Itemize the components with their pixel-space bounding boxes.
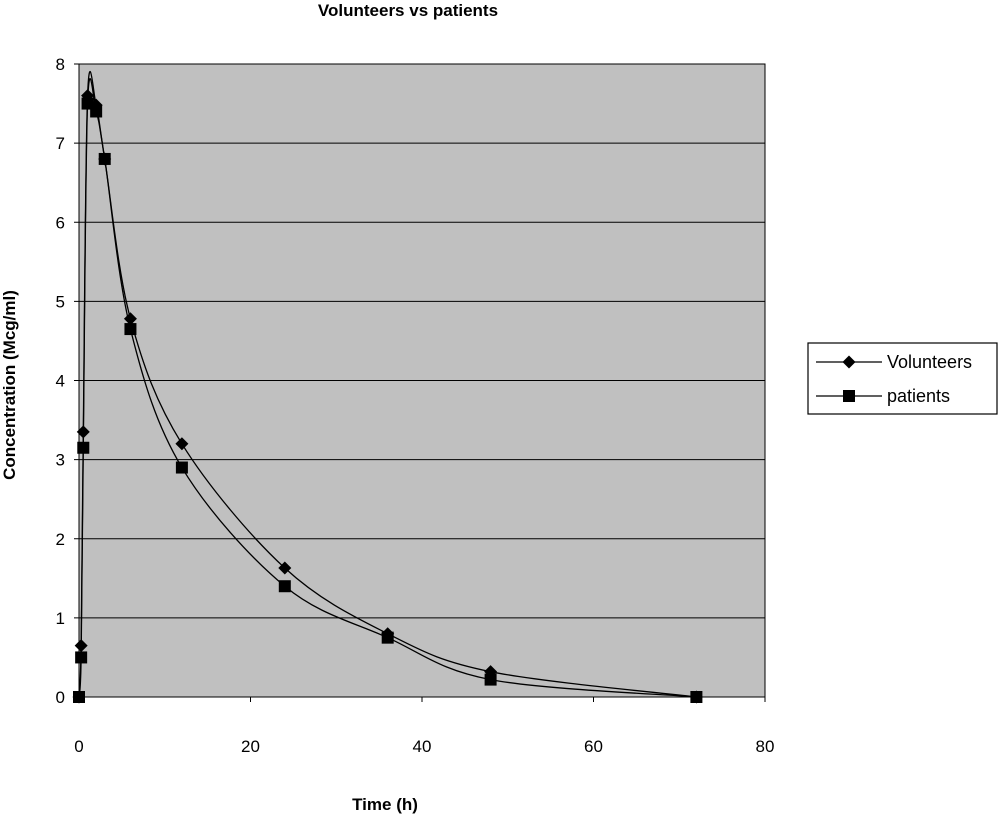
data-point — [484, 673, 497, 686]
y-tick-label: 6 — [56, 213, 65, 232]
legend-label: patients — [887, 386, 950, 406]
y-tick-label: 0 — [56, 688, 65, 707]
x-tick-label: 40 — [413, 737, 432, 756]
y-tick-label: 7 — [56, 134, 65, 153]
legend-item: Volunteers — [816, 352, 972, 372]
legend: Volunteers patients — [807, 342, 998, 415]
x-tick-label: 0 — [74, 737, 83, 756]
data-point — [175, 437, 189, 451]
legend-marker — [843, 390, 855, 402]
y-tick-label: 5 — [56, 292, 65, 311]
y-tick-label: 8 — [56, 55, 65, 74]
series-layer — [72, 71, 703, 704]
series-patients — [73, 78, 703, 703]
y-tick-label: 4 — [56, 372, 65, 391]
y-tick-label: 3 — [56, 451, 65, 470]
x-axis-label: Time (h) — [352, 795, 418, 814]
x-tick-label: 20 — [241, 737, 260, 756]
y-tick-label: 2 — [56, 530, 65, 549]
data-point — [90, 105, 103, 118]
data-point — [278, 561, 292, 575]
data-point — [175, 461, 188, 474]
data-point — [124, 323, 137, 336]
chart-title: Volunteers vs patients — [318, 1, 498, 20]
x-tick-label: 60 — [584, 737, 603, 756]
grid — [79, 142, 765, 619]
legend-box — [807, 342, 998, 415]
y-axis-ticks: 0 1 2 3 4 5 6 7 8 — [56, 55, 79, 707]
data-point — [75, 651, 88, 664]
legend-marker — [842, 355, 856, 369]
y-axis-label: Concentration (Mcg/ml) — [0, 290, 19, 480]
data-point — [98, 152, 111, 165]
data-point — [381, 631, 394, 644]
x-axis-ticks: 0 20 40 60 80 — [74, 697, 774, 756]
data-point — [73, 691, 85, 703]
data-point — [77, 441, 90, 454]
data-point — [690, 691, 703, 703]
x-tick-label: 80 — [756, 737, 775, 756]
y-tick-label: 1 — [56, 609, 65, 628]
data-point — [278, 580, 291, 593]
legend-item: patients — [816, 386, 950, 406]
legend-label: Volunteers — [887, 352, 972, 372]
